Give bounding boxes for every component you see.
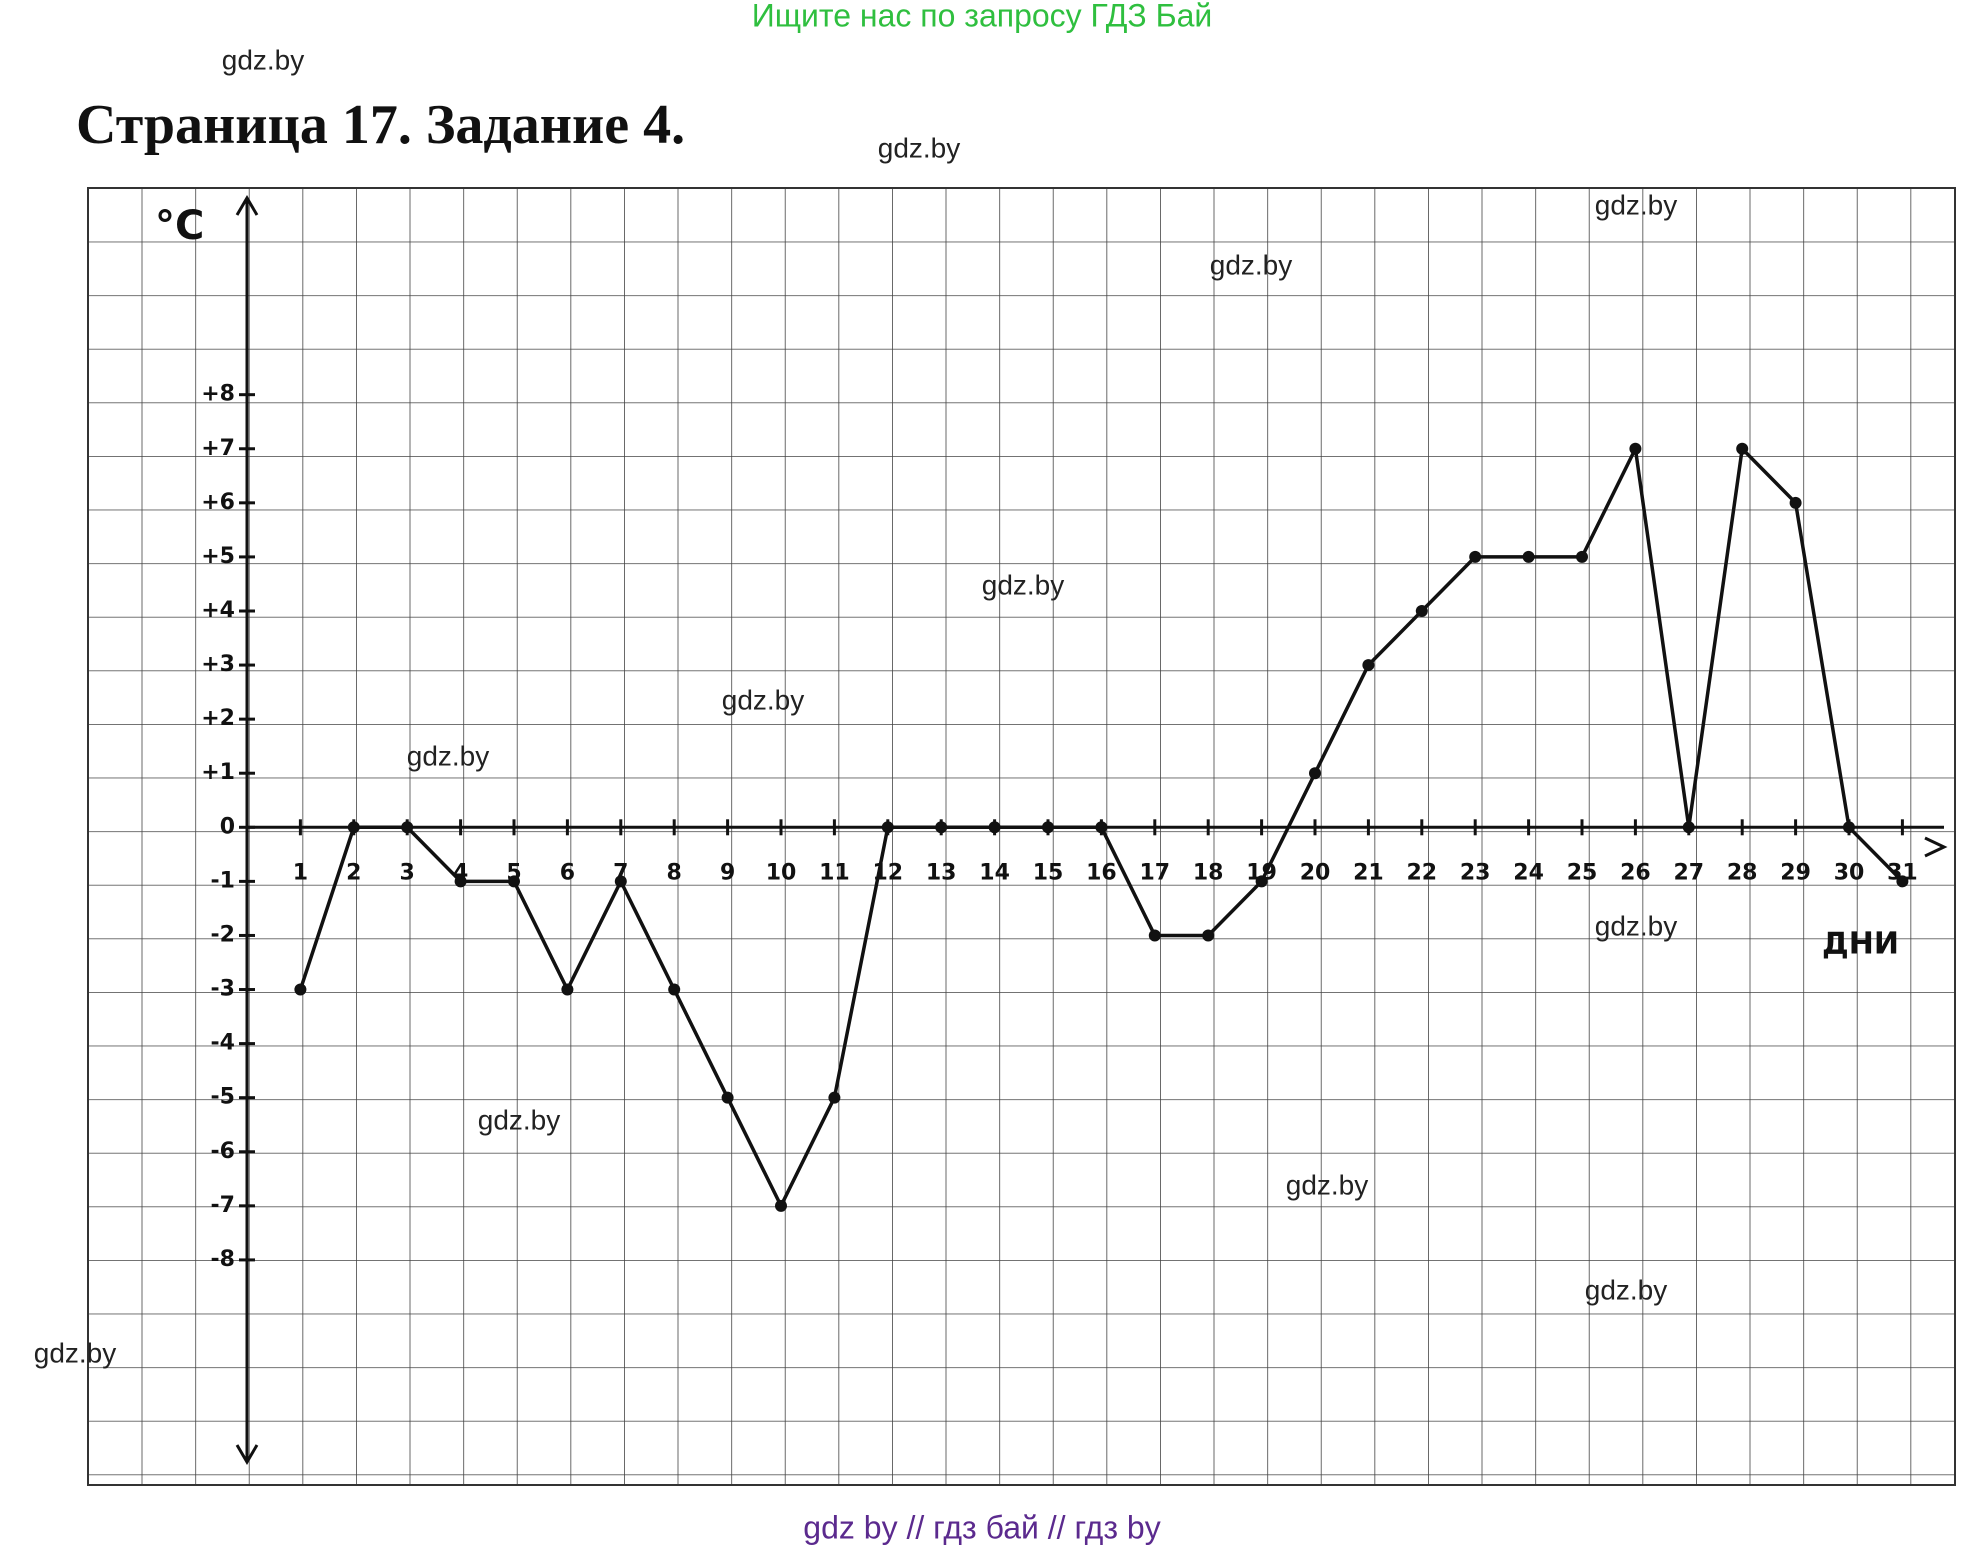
x-tick-label: 23 [1460,860,1491,885]
x-tick-label: 25 [1567,860,1598,885]
watermark: gdz.by [1595,910,1678,941]
watermark: gdz.by [878,132,961,163]
watermark: gdz.by [34,1337,117,1368]
y-tick-label: +4 [201,598,235,623]
x-tick-label: 29 [1780,860,1811,885]
point [668,983,681,996]
watermark: gdz.by [1585,1274,1668,1305]
point [935,821,948,834]
watermark: gdz.by [222,44,305,75]
watermark: gdz.by [407,740,490,771]
point [988,821,1001,834]
y-tick-label: -4 [211,1031,235,1056]
point [1629,442,1642,455]
point [1095,821,1108,834]
point [454,875,467,888]
point [1789,496,1802,509]
point [561,983,574,996]
point [347,821,360,834]
watermark: gdz.by [1595,189,1678,220]
x-tick-label: 8 [667,860,682,885]
y-tick-label: -2 [211,922,235,947]
x-tick-label: 16 [1086,860,1117,885]
x-tick-label: 14 [979,860,1010,885]
point [1522,550,1535,563]
promo: Ищите нас по запросу ГДЗ Бай [752,0,1213,33]
point [1202,929,1215,942]
x-tick-label: 18 [1193,860,1224,885]
x-axis-label: ДНИ [1822,927,1899,962]
point [1309,767,1321,780]
page-title: Страница 17. Задание 4. [76,94,685,156]
point [1042,821,1054,834]
y-tick-label: +3 [201,652,235,677]
x-tick-label: 30 [1834,860,1865,885]
point [294,983,307,996]
y-tick-label: -1 [211,868,235,893]
point [828,1091,841,1104]
x-tick-label: 22 [1406,860,1437,885]
x-tick-label: 11 [819,860,850,885]
y-tick-label: -5 [211,1085,235,1110]
axis-arrows [235,195,259,1465]
x-tick-label: 27 [1673,860,1704,885]
footer: gdz by // гдз бай // гдз by [803,1509,1160,1545]
point [508,875,520,888]
point [1576,550,1588,563]
watermark: gdz.by [1210,249,1293,280]
y-tick-label: +6 [201,490,235,515]
point [1843,821,1855,834]
point [1148,929,1161,942]
point [881,821,894,834]
x-tick-label: 26 [1620,860,1651,885]
x-tick-label: 1 [293,860,308,885]
graph-paper [87,187,1956,1486]
point [1469,550,1482,563]
y-tick-label: 0 [220,814,235,839]
x-tick-label: 28 [1727,860,1758,885]
y-tick-label: +7 [201,436,235,461]
x-tick-label: 6 [560,860,575,885]
x-tick-label: 20 [1300,860,1331,885]
y-tick-label: -8 [211,1247,235,1272]
point [1896,875,1909,888]
x-tick-label: 21 [1353,860,1384,885]
point [1255,875,1268,888]
x-tick-label: 3 [400,860,415,885]
point [1736,442,1749,455]
x-tick-label: 24 [1513,860,1544,885]
x-axis-arrow [1924,836,1948,858]
y-tick-label: -7 [211,1193,235,1218]
point [1415,604,1428,617]
point [614,875,627,888]
y-tick-label: -3 [211,977,235,1002]
y-tick-label: +8 [201,382,235,407]
x-tick-label: 2 [346,860,361,885]
point [775,1199,787,1212]
y-tick-label: +5 [201,544,235,569]
point [721,1091,734,1104]
y-axis-label: °C [155,203,204,249]
x-tick-label: 13 [926,860,957,885]
point [1362,659,1375,672]
x-tick-label: 15 [1033,860,1064,885]
watermark: gdz.by [982,569,1065,600]
watermark: gdz.by [722,684,805,715]
y-tick-label: -6 [211,1139,235,1164]
y-tick-label: +1 [201,760,235,785]
x-tick-label: 10 [766,860,797,885]
point [1682,821,1695,834]
watermark: gdz.by [1286,1169,1369,1200]
watermark: gdz.by [478,1104,561,1135]
point [401,821,414,834]
x-tick-label: 9 [720,860,735,885]
x-tick-label: 17 [1139,860,1170,885]
y-tick-label: +2 [201,706,235,731]
